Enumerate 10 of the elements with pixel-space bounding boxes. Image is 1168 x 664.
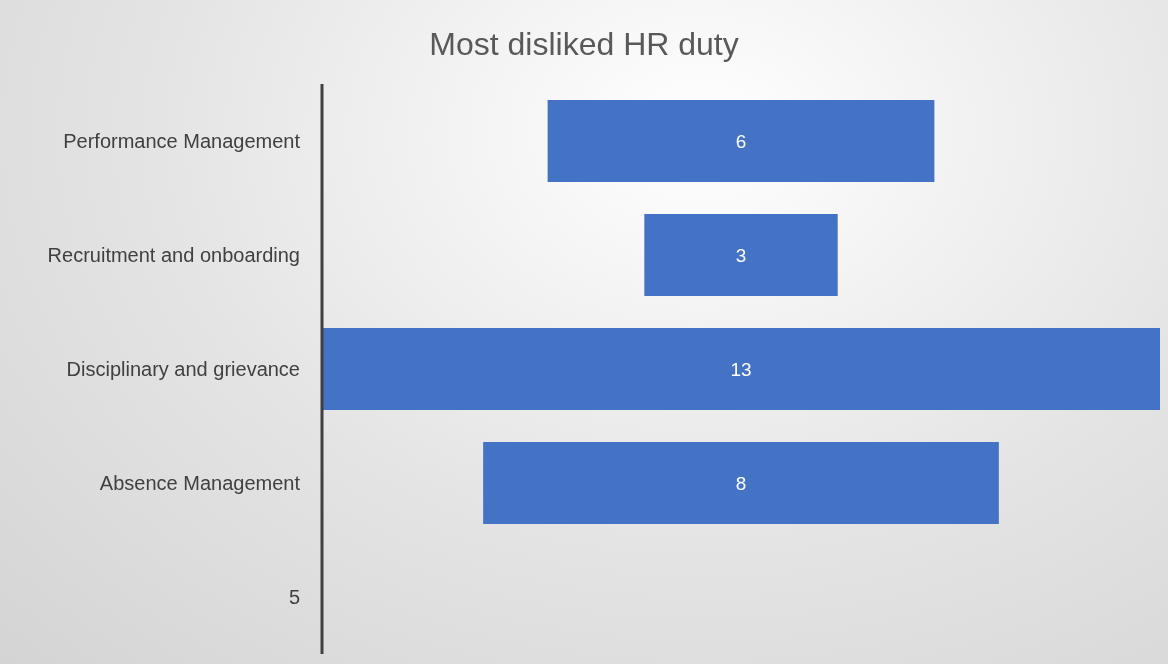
category-label: Absence Management	[99, 472, 301, 495]
category-label: 5	[288, 586, 300, 609]
data-label: 6	[735, 130, 747, 152]
category-label: Recruitment and onboarding	[47, 244, 300, 267]
data-label: 13	[730, 358, 752, 380]
data-label: 3	[735, 244, 747, 266]
data-label: 8	[735, 472, 747, 494]
category-label: Disciplinary and grievance	[66, 358, 300, 381]
category-label: Performance Management	[63, 130, 301, 153]
text: Most disliked HR duty	[428, 26, 740, 63]
